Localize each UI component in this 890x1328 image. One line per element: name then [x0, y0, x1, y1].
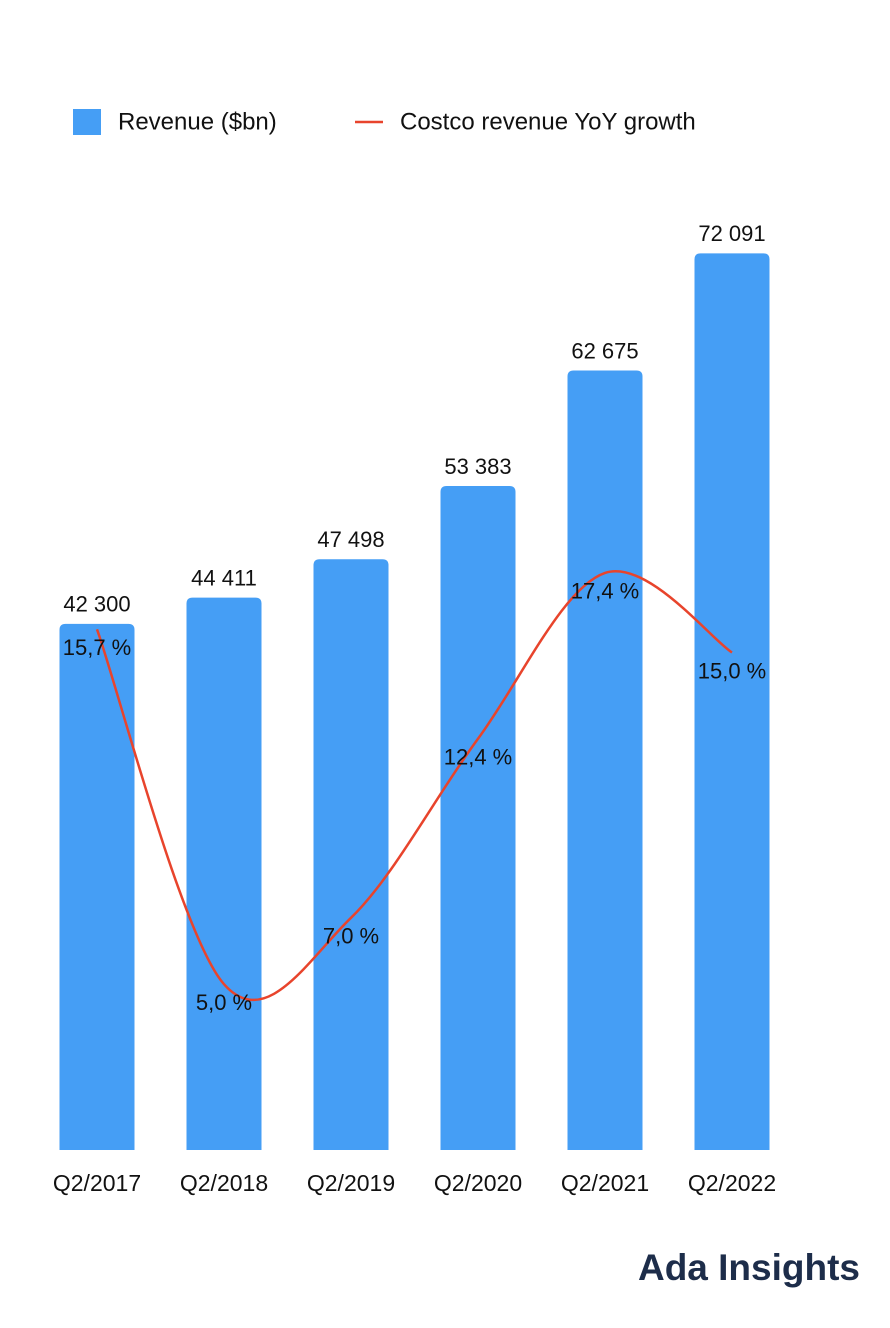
bar [440, 486, 516, 1150]
line-value-label: 17,4 % [571, 579, 640, 604]
line-value-label: 5,0 % [196, 990, 252, 1015]
x-tick-label: Q2/2021 [561, 1170, 649, 1196]
bar [567, 370, 643, 1150]
line-value-label: 12,4 % [444, 745, 513, 770]
bar-value-label: 53 383 [444, 454, 511, 479]
bar-value-label: 72 091 [698, 221, 765, 246]
bar [186, 597, 262, 1150]
line-value-label: 15,0 % [698, 658, 767, 683]
x-tick-label: Q2/2019 [307, 1170, 395, 1196]
x-tick-label: Q2/2020 [434, 1170, 522, 1196]
legend-label: Revenue ($bn) [118, 108, 277, 135]
bar [59, 623, 135, 1150]
bar-value-label: 47 498 [317, 527, 384, 552]
bar-value-label: 44 411 [191, 565, 257, 590]
legend-swatch [73, 109, 101, 135]
bar [694, 253, 770, 1151]
line-value-label: 15,7 % [63, 635, 132, 660]
x-tick-label: Q2/2017 [53, 1170, 141, 1196]
bar-value-label: 62 675 [571, 338, 638, 363]
legend-label: Costco revenue YoY growth [400, 108, 696, 135]
x-tick-label: Q2/2018 [180, 1170, 268, 1196]
x-tick-label: Q2/2022 [688, 1170, 776, 1196]
bar-value-label: 42 300 [63, 592, 130, 617]
bar [313, 559, 389, 1150]
line-value-label: 7,0 % [323, 924, 379, 949]
brand: Ada Insights [638, 1247, 860, 1288]
line [95, 569, 733, 1001]
